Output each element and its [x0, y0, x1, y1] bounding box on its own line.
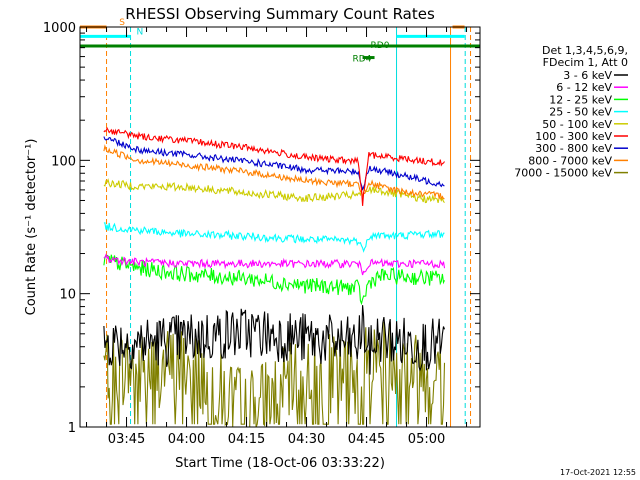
series-line-3-6-kev	[103, 305, 446, 375]
series-line-300-800-kev	[103, 136, 445, 191]
y-axis-label: Count Rate (s⁻¹ detector⁻¹)	[24, 139, 39, 316]
x-tick-label-0430: 04:30	[288, 432, 325, 447]
legend-label-12-25-kev: 12 - 25 keV	[549, 93, 612, 106]
legend: Det 1,3,4,5,6,9,FDecim 1, Att 03 - 6 keV…	[514, 44, 628, 180]
legend-label-7000-15000-kev: 7000 - 15000 keV	[514, 167, 612, 180]
series-line-12-25-kev	[103, 254, 445, 306]
series-line-7000-15000-kev	[103, 321, 446, 427]
legend-label-6-12-kev: 6 - 12 keV	[556, 81, 612, 94]
flag-label-rd0: RD0	[371, 41, 390, 51]
plot-area: S N RD0 RD4	[79, 18, 480, 427]
y-tick-label-100: 100	[51, 154, 76, 169]
legend-header-line-2: FDecim 1, Att 0	[543, 56, 628, 69]
legend-label-300-800-kev: 300 - 800 keV	[535, 142, 612, 155]
flag-label-s: S	[119, 18, 125, 28]
legend-label-25-50-kev: 25 - 50 keV	[549, 106, 612, 119]
y-tick-label-1: 1	[68, 421, 76, 436]
y-tick-label-1000: 1000	[43, 21, 76, 36]
x-axis-label: Start Time (18-Oct-06 03:33:22)	[175, 456, 385, 471]
series-line-25-50-kev	[103, 222, 445, 253]
legend-header-line-1: Det 1,3,4,5,6,9,	[542, 44, 628, 57]
y-tick-label-10: 10	[59, 288, 76, 303]
series-line-6-12-kev	[103, 253, 446, 276]
axes: 1 10 100 1000 03:45 04:00 04:15 04:30 04:45 05:00	[43, 21, 480, 447]
x-tick-label-0400: 04:00	[168, 432, 205, 447]
series-line-50-100-kev	[103, 178, 445, 204]
legend-label-800-7000-kev: 800 - 7000 keV	[528, 154, 612, 167]
series-line-100-300-kev	[103, 126, 445, 206]
legend-label-50-100-kev: 50 - 100 keV	[542, 118, 612, 131]
series-line-800-7000-kev	[103, 144, 445, 201]
x-tick-label-0445: 04:45	[348, 432, 385, 447]
chart-title: RHESSI Observing Summary Count Rates	[125, 5, 435, 23]
x-tick-label-0415: 04:15	[228, 432, 265, 447]
x-tick-label-0345: 03:45	[108, 432, 145, 447]
legend-label-100-300-kev: 100 - 300 keV	[535, 130, 612, 143]
flag-label-n: N	[137, 27, 144, 37]
legend-label-3-6-kev: 3 - 6 keV	[563, 69, 612, 82]
flag-label-rd4: RD4	[353, 55, 372, 65]
footer-timestamp: 17-Oct-2021 12:55	[560, 468, 636, 477]
x-tick-label-0500: 05:00	[408, 432, 445, 447]
plot-frame	[79, 26, 481, 428]
